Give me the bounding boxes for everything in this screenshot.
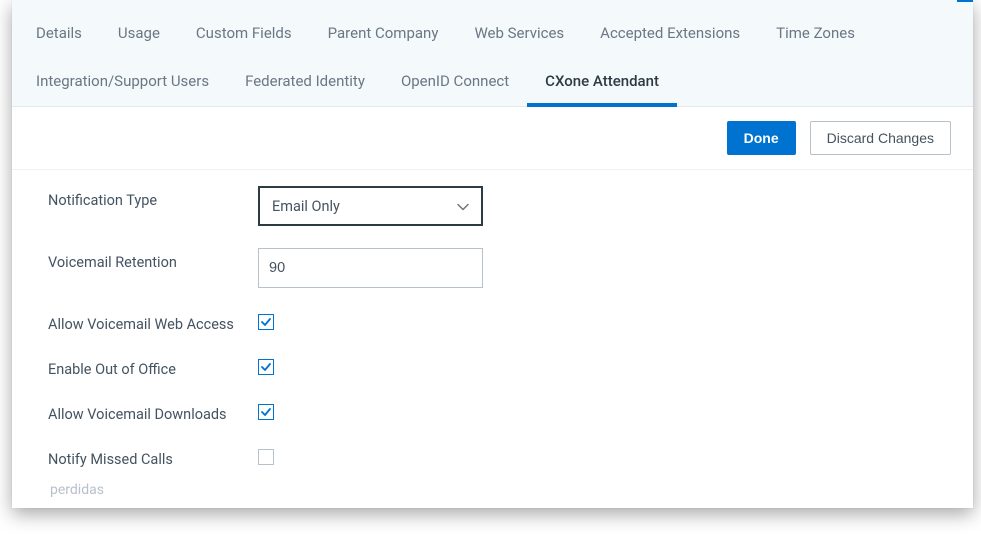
tab-row-1: Details Usage Custom Fields Parent Compa… xyxy=(18,10,967,58)
allow-web-access-checkbox[interactable] xyxy=(258,314,274,330)
discard-changes-button[interactable]: Discard Changes xyxy=(810,121,951,155)
notification-type-value: Email Only xyxy=(272,198,340,215)
ghost-text: perdidas xyxy=(50,482,104,498)
tab-integration-support-users[interactable]: Integration/Support Users xyxy=(18,58,227,106)
tab-row-2: Integration/Support Users Federated Iden… xyxy=(18,58,967,106)
label-allow-downloads: Allow Voicemail Downloads xyxy=(48,400,258,423)
tab-usage[interactable]: Usage xyxy=(100,10,178,58)
tab-details[interactable]: Details xyxy=(18,10,100,58)
tab-custom-fields[interactable]: Custom Fields xyxy=(178,10,310,58)
label-enable-ooo: Enable Out of Office xyxy=(48,355,258,378)
settings-page: Details Usage Custom Fields Parent Compa… xyxy=(12,0,973,508)
enable-ooo-checkbox[interactable] xyxy=(258,359,274,375)
label-allow-web-access: Allow Voicemail Web Access xyxy=(48,310,258,333)
done-button[interactable]: Done xyxy=(727,121,796,155)
tab-accepted-extensions[interactable]: Accepted Extensions xyxy=(582,10,758,58)
chevron-down-icon xyxy=(457,200,469,212)
row-voicemail-retention: Voicemail Retention xyxy=(48,248,937,288)
label-voicemail-retention: Voicemail Retention xyxy=(48,248,258,271)
tab-federated-identity[interactable]: Federated Identity xyxy=(227,58,383,106)
notification-type-select[interactable]: Email Only xyxy=(258,186,483,226)
tab-parent-company[interactable]: Parent Company xyxy=(310,10,457,58)
tab-web-services[interactable]: Web Services xyxy=(456,10,582,58)
allow-downloads-checkbox[interactable] xyxy=(258,404,274,420)
row-notification-type: Notification Type Email Only xyxy=(48,186,937,226)
row-allow-downloads: Allow Voicemail Downloads xyxy=(48,400,937,423)
label-notify-missed: Notify Missed Calls xyxy=(48,445,258,468)
form-area: Notification Type Email Only Voicemail R… xyxy=(12,170,973,507)
row-notify-missed: Notify Missed Calls xyxy=(48,445,937,469)
tab-time-zones[interactable]: Time Zones xyxy=(758,10,873,58)
accent-stripe xyxy=(957,0,973,2)
voicemail-retention-input[interactable] xyxy=(258,248,483,288)
notify-missed-checkbox[interactable] xyxy=(258,449,274,465)
tab-openid-connect[interactable]: OpenID Connect xyxy=(383,58,527,106)
tab-bar: Details Usage Custom Fields Parent Compa… xyxy=(12,0,973,107)
row-enable-ooo: Enable Out of Office xyxy=(48,355,937,378)
action-toolbar: Done Discard Changes xyxy=(12,107,973,170)
tab-cxone-attendant[interactable]: CXone Attendant xyxy=(527,58,677,106)
label-notification-type: Notification Type xyxy=(48,186,258,209)
row-allow-web-access: Allow Voicemail Web Access xyxy=(48,310,937,333)
